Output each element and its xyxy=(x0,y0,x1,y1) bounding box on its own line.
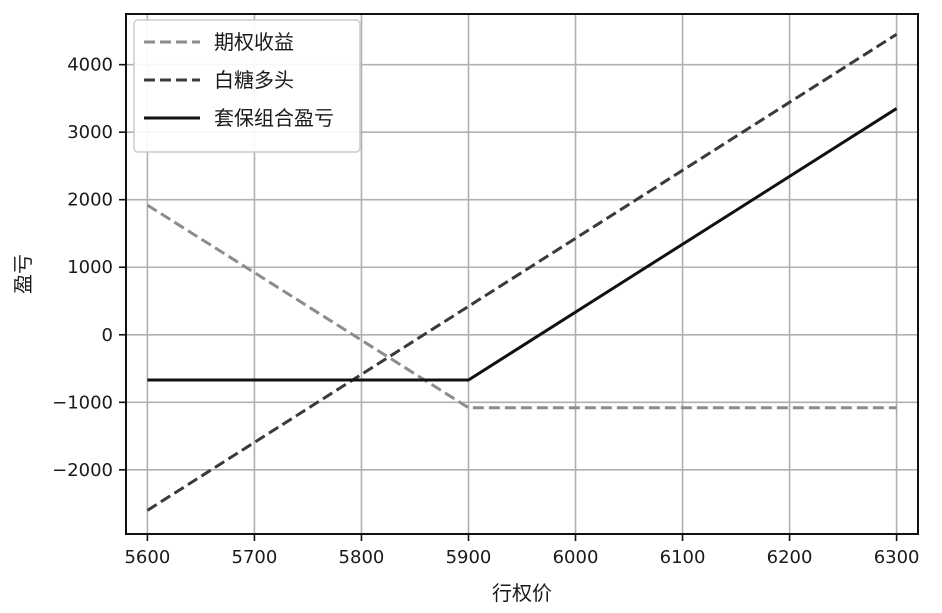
x-tick-label: 5700 xyxy=(232,547,278,568)
x-tick-label: 5800 xyxy=(339,547,385,568)
x-tick-label: 6300 xyxy=(874,547,920,568)
y-tick-label: 2000 xyxy=(67,190,113,211)
x-tick-label: 6200 xyxy=(767,547,813,568)
series-line-3 xyxy=(147,107,898,382)
series-layer xyxy=(146,33,898,512)
x-tick-label: 5900 xyxy=(446,547,492,568)
y-tick-label: 0 xyxy=(102,325,113,346)
x-tick-label: 6000 xyxy=(553,547,599,568)
legend-label-2: 白糖多头 xyxy=(214,68,294,92)
y-tick-label: −1000 xyxy=(52,392,113,413)
y-tick-label: −2000 xyxy=(52,460,113,481)
plot-frame xyxy=(125,13,919,535)
ticks: 5600 5700 5800 5900 6000 6100 6200 6300 −2000 −10… xyxy=(52,55,919,568)
y-tick-label: 3000 xyxy=(67,122,113,143)
x-axis-title: 行权价 xyxy=(492,581,552,605)
series-line-1 xyxy=(146,203,897,410)
y-tick-label: 1000 xyxy=(67,257,113,278)
y-axis-title: 盈亏 xyxy=(11,254,35,294)
x-tick-label: 5600 xyxy=(124,547,170,568)
series-line-2 xyxy=(146,33,898,512)
legend-label-1: 期权收益 xyxy=(214,30,294,54)
x-tick-label: 6100 xyxy=(660,547,706,568)
legend-label-3: 套保组合盈亏 xyxy=(214,106,334,130)
grid xyxy=(126,14,918,534)
y-tick-label: 4000 xyxy=(67,55,113,76)
